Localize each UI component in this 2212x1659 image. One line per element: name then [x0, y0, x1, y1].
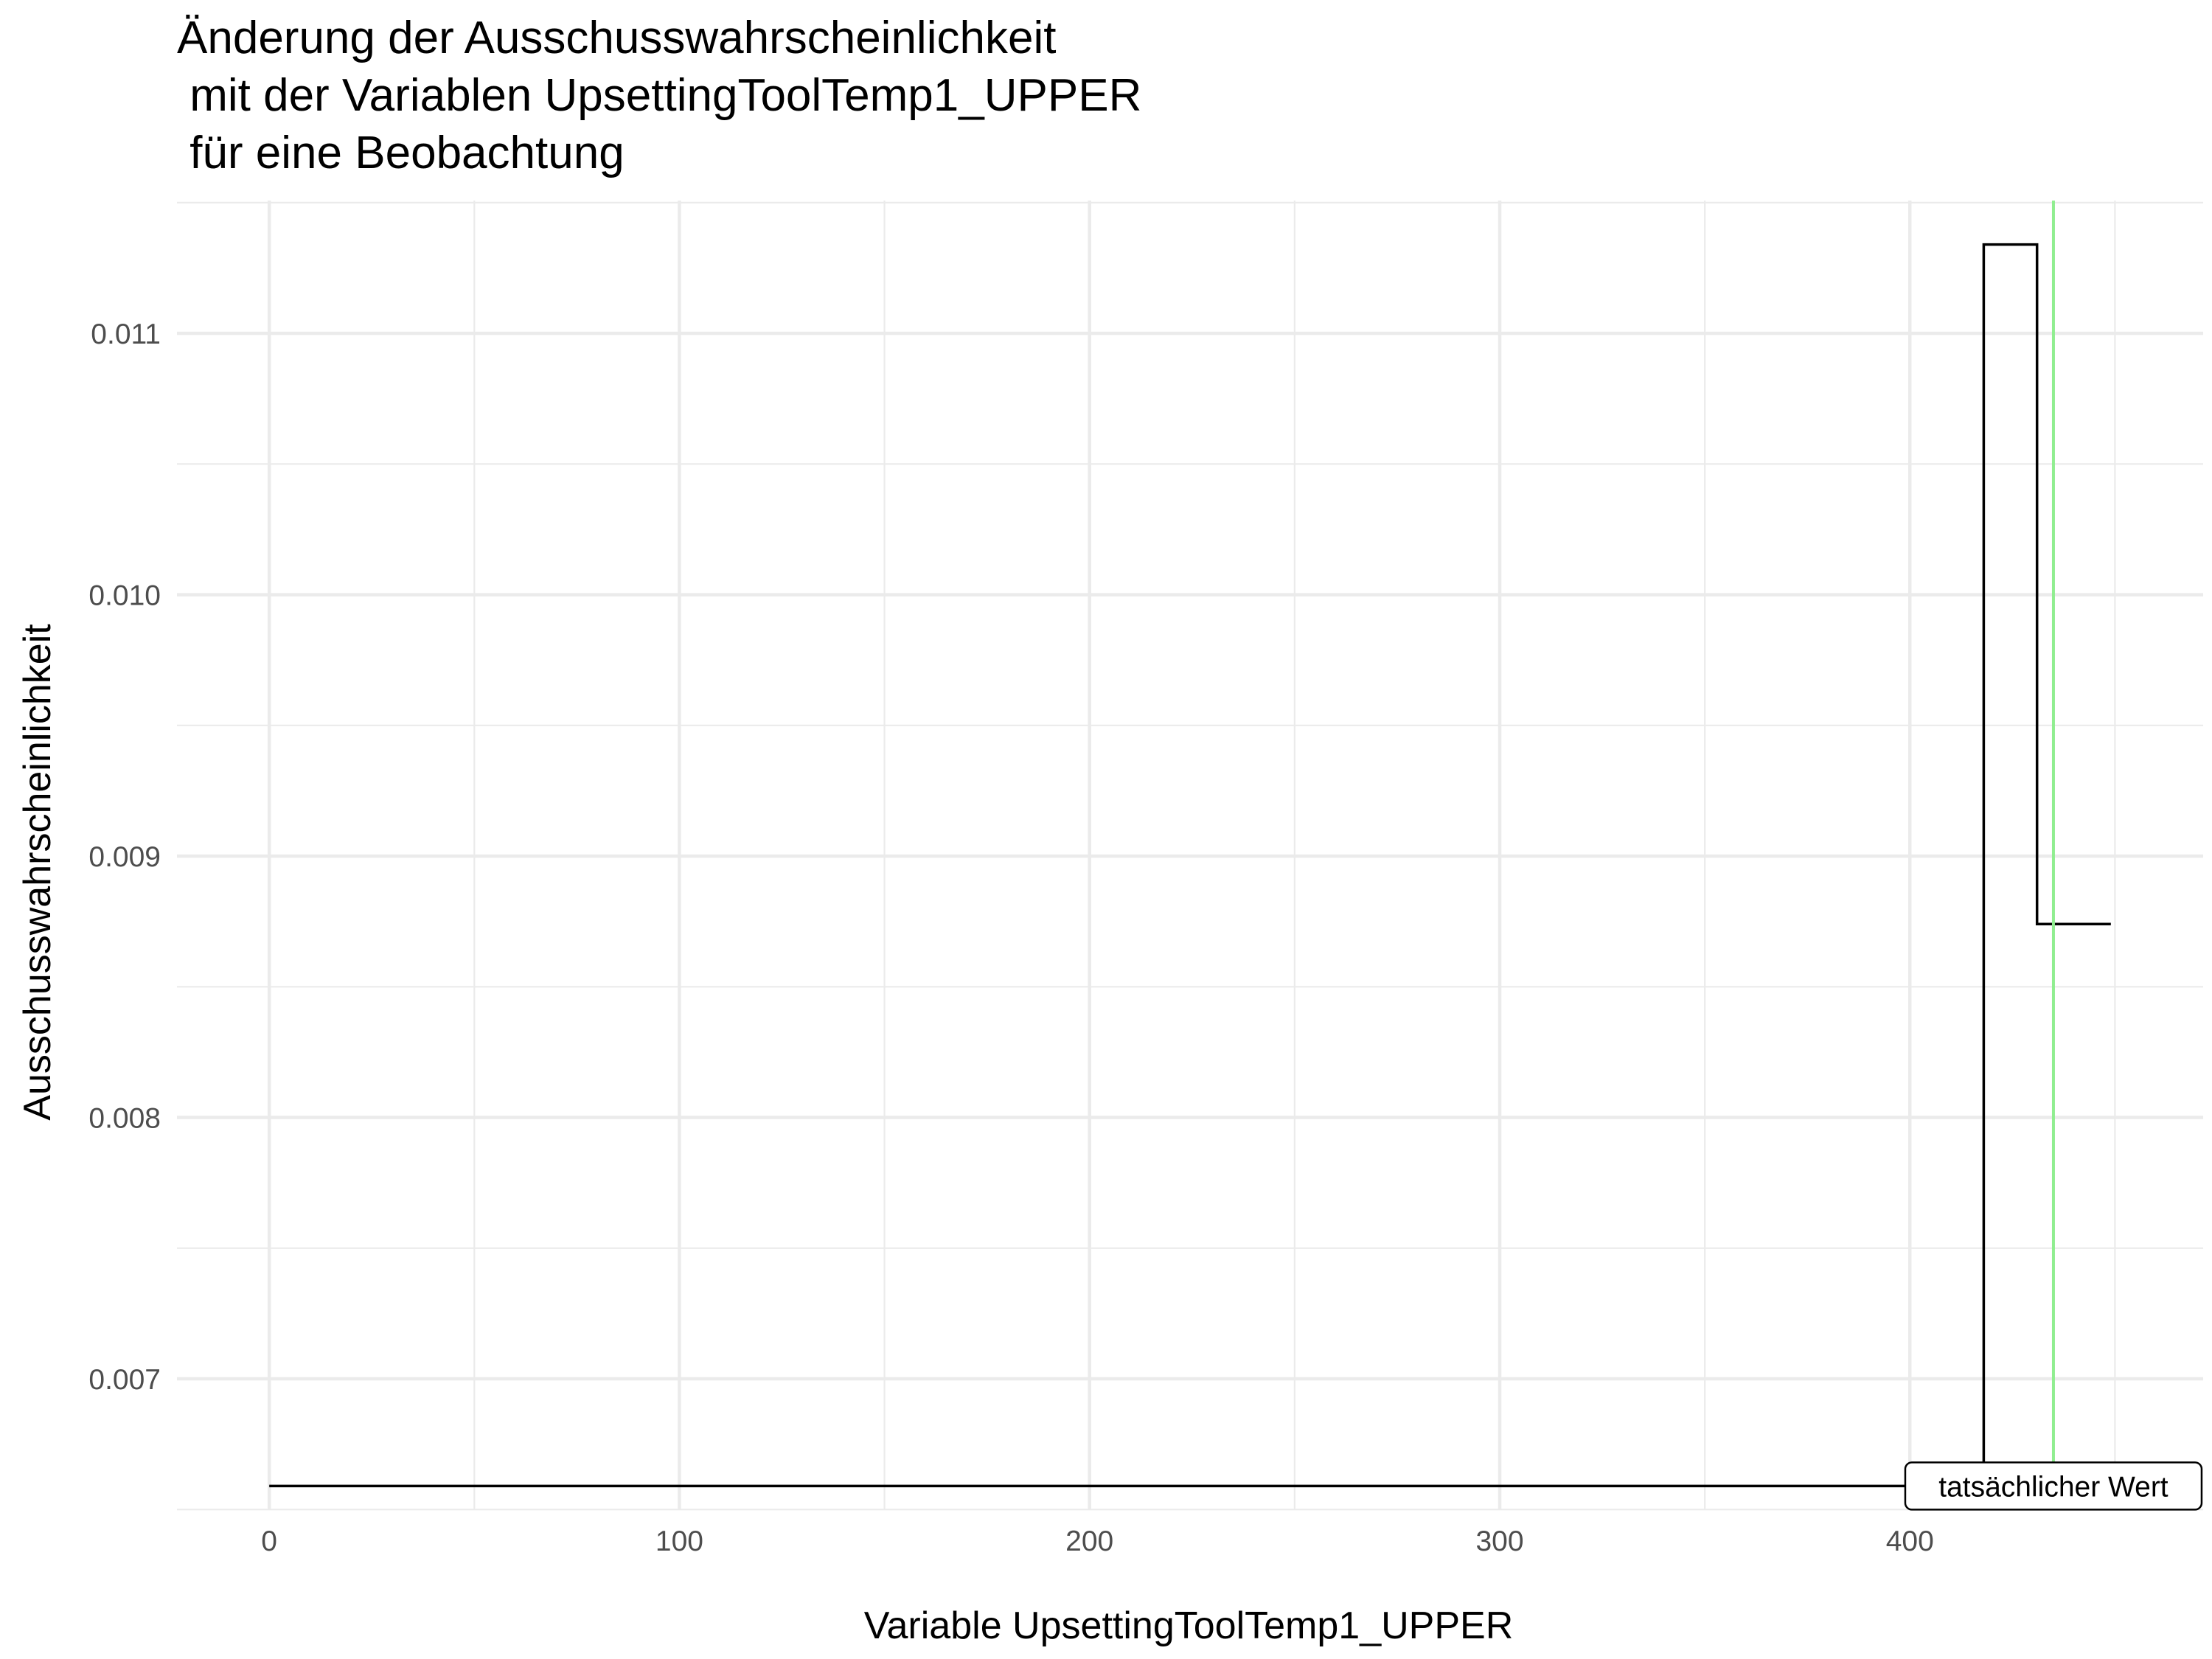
x-tick-label: 400	[1886, 1526, 1934, 1557]
y-tick-label: 0.011	[91, 319, 161, 350]
series-line	[269, 243, 2111, 1488]
y-tick-label: 0.008	[88, 1103, 161, 1135]
series-layer	[269, 243, 2111, 1488]
y-tick-label: 0.010	[88, 580, 161, 612]
plot-panel: tatsächlicher Wert	[177, 201, 2203, 1511]
chart-title: Änderung der Ausschusswahrscheinlichkeit…	[177, 13, 1141, 178]
annotation-layer: tatsächlicher Wert	[1904, 1461, 2203, 1511]
x-tick-label: 0	[261, 1526, 277, 1557]
x-axis-ticks: 0 100 200 300 400	[261, 1526, 1933, 1557]
x-tick-label: 200	[1065, 1526, 1113, 1557]
title-line-2: mit der Variablen UpsettingToolTemp1_UPP…	[177, 70, 1141, 121]
annotation-box	[1904, 1461, 2203, 1511]
x-tick-label: 100	[655, 1526, 703, 1557]
x-tick-label: 300	[1475, 1526, 1523, 1557]
y-tick-label: 0.009	[88, 841, 161, 873]
y-tick-label: 0.007	[88, 1364, 161, 1396]
title-line-1: Änderung der Ausschusswahrscheinlichkeit	[177, 13, 1056, 63]
title-line-3: für eine Beobachtung	[177, 128, 625, 178]
grid-lines	[177, 201, 2203, 1511]
x-axis-title: Variable UpsettingToolTemp1_UPPER	[864, 1604, 1514, 1647]
y-axis-ticks: 0.007 0.008 0.009 0.010 0.011	[88, 319, 161, 1396]
y-axis-title: Ausschusswahrscheinlichkeit	[16, 624, 59, 1121]
annotation-label: tatsächlicher Wert	[1938, 1471, 2168, 1503]
